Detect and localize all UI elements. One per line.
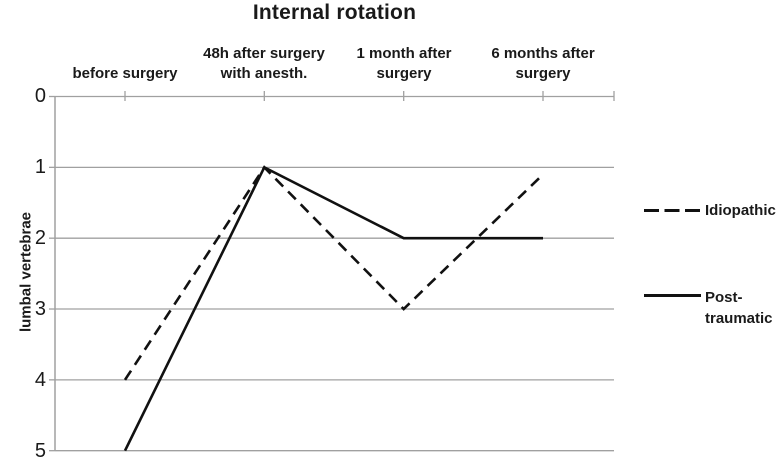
y-tick-label-1: 1 <box>34 156 46 178</box>
legend-item-post-traumatic: Post- traumatic <box>705 289 773 327</box>
x-category-label-48h-after-surgery: 48h after surgery with anesth. <box>203 45 325 82</box>
idiopathic-line <box>123 165 544 381</box>
gridlines <box>49 95 614 452</box>
y-tick-label-5: 5 <box>34 440 46 458</box>
y-tick-label-2: 2 <box>34 227 46 249</box>
axes <box>54 91 615 451</box>
legend-samples <box>644 209 701 297</box>
y-axis-title: lumbal vertebrae <box>17 211 35 333</box>
x-category-label-6-months-after-surgery: 6 months after surgery <box>491 45 595 82</box>
post-traumatic-line <box>123 165 543 452</box>
y-tick-label-0: 0 <box>34 85 46 107</box>
legend-item-idiopathic: Idiopathic <box>705 202 776 219</box>
series-lines <box>123 165 544 452</box>
y-tick-label-4: 4 <box>34 369 46 391</box>
x-category-label-1-month-after-surgery: 1 month after surgery <box>356 45 452 82</box>
chart-title: Internal rotation <box>252 1 417 24</box>
x-category-label-before-surgery: before surgery <box>72 65 178 82</box>
y-tick-label-3: 3 <box>34 298 46 320</box>
